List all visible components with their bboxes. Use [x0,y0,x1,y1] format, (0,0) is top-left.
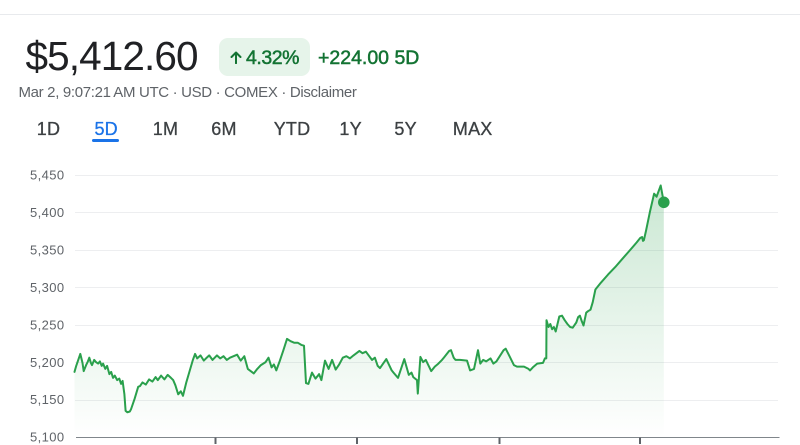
svg-text:5,150: 5,150 [30,392,65,407]
svg-text:5,200: 5,200 [30,355,65,370]
svg-text:5,100: 5,100 [30,430,65,445]
svg-text:5,400: 5,400 [30,205,65,220]
svg-text:5,300: 5,300 [30,280,65,295]
svg-text:5,350: 5,350 [30,242,65,257]
svg-text:5,250: 5,250 [30,317,65,332]
svg-text:5,450: 5,450 [30,168,65,183]
